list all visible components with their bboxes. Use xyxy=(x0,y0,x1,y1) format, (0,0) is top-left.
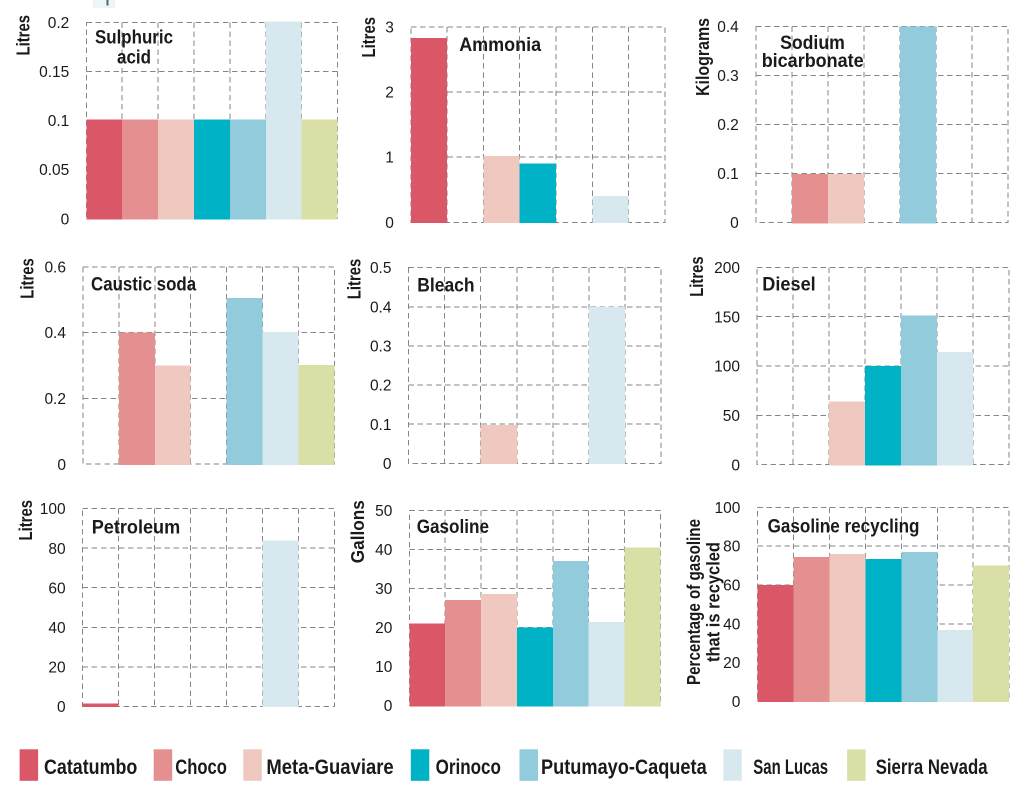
svg-text:20: 20 xyxy=(375,620,393,637)
svg-text:Ammonia: Ammonia xyxy=(459,35,541,56)
svg-text:0.2: 0.2 xyxy=(48,15,70,32)
svg-text:0.3: 0.3 xyxy=(370,339,392,356)
svg-text:Litres: Litres xyxy=(359,17,379,58)
svg-text:Litres: Litres xyxy=(16,500,36,541)
svg-text:0.4: 0.4 xyxy=(44,325,66,342)
svg-text:50: 50 xyxy=(375,503,393,520)
svg-text:2: 2 xyxy=(385,85,394,102)
svg-text:0: 0 xyxy=(732,694,741,711)
svg-text:0.2: 0.2 xyxy=(717,117,739,134)
svg-text:that is recycled: that is recycled xyxy=(704,542,724,662)
svg-text:80: 80 xyxy=(723,539,741,556)
svg-text:0.2: 0.2 xyxy=(370,378,392,395)
svg-text:0: 0 xyxy=(385,215,394,232)
svg-text:Gasoline recycling: Gasoline recycling xyxy=(768,516,920,537)
svg-text:Litres: Litres xyxy=(17,258,37,299)
svg-text:0: 0 xyxy=(384,698,393,715)
svg-text:150: 150 xyxy=(714,309,740,326)
svg-text:Bleach: Bleach xyxy=(417,275,474,296)
svg-text:0: 0 xyxy=(61,211,70,228)
svg-text:0.6: 0.6 xyxy=(44,259,66,276)
svg-text:Sodium: Sodium xyxy=(780,33,845,54)
svg-text:0: 0 xyxy=(57,457,66,474)
svg-text:30: 30 xyxy=(375,581,393,598)
svg-text:Meta-Guaviare: Meta-Guaviare xyxy=(266,756,393,779)
svg-text:Litres: Litres xyxy=(14,15,34,56)
svg-text:Litres: Litres xyxy=(345,259,365,300)
svg-text:0.4: 0.4 xyxy=(370,299,392,316)
svg-text:Choco: Choco xyxy=(175,756,227,779)
svg-text:1: 1 xyxy=(385,150,394,167)
svg-text:0.3: 0.3 xyxy=(717,68,739,85)
svg-text:100: 100 xyxy=(714,359,740,376)
svg-text:Petroleum: Petroleum xyxy=(92,518,181,539)
svg-text:Putumayo-Caqueta: Putumayo-Caqueta xyxy=(541,756,707,779)
svg-text:Sulphuric: Sulphuric xyxy=(95,28,173,49)
svg-text:0.5: 0.5 xyxy=(370,260,392,277)
svg-text:0: 0 xyxy=(383,456,392,473)
svg-text:20: 20 xyxy=(723,655,741,672)
svg-text:Gasoline: Gasoline xyxy=(417,517,489,538)
svg-text:3: 3 xyxy=(385,19,394,36)
svg-text:Diesel: Diesel xyxy=(762,275,815,296)
svg-text:60: 60 xyxy=(723,578,741,595)
svg-text:acid: acid xyxy=(117,48,151,69)
svg-text:Litres: Litres xyxy=(687,256,707,297)
svg-text:Sierra Nevada: Sierra Nevada xyxy=(876,756,988,779)
svg-text:0.1: 0.1 xyxy=(370,417,392,434)
svg-text:0: 0 xyxy=(731,457,740,474)
svg-text:0.05: 0.05 xyxy=(39,162,69,179)
svg-text:0: 0 xyxy=(730,215,739,232)
svg-text:40: 40 xyxy=(48,620,66,637)
svg-text:Caustic soda: Caustic soda xyxy=(91,275,196,296)
svg-text:Gallons: Gallons xyxy=(348,500,368,563)
svg-text:Percentage of gasoline: Percentage of gasoline xyxy=(684,519,704,685)
svg-text:100: 100 xyxy=(715,500,741,517)
svg-text:0.4: 0.4 xyxy=(717,19,739,36)
svg-text:200: 200 xyxy=(714,260,740,277)
svg-text:0.15: 0.15 xyxy=(39,64,69,81)
svg-text:80: 80 xyxy=(48,541,66,558)
svg-text:40: 40 xyxy=(723,616,741,633)
svg-text:Kilograms: Kilograms xyxy=(693,18,713,96)
svg-text:Orinoco: Orinoco xyxy=(436,756,501,779)
svg-text:50: 50 xyxy=(723,408,741,425)
svg-text:Catatumbo: Catatumbo xyxy=(44,756,137,779)
svg-text:100: 100 xyxy=(40,501,66,518)
svg-text:0.2: 0.2 xyxy=(44,391,66,408)
svg-text:20: 20 xyxy=(48,659,66,676)
svg-text:0.1: 0.1 xyxy=(717,166,739,183)
svg-text:10: 10 xyxy=(375,659,393,676)
svg-text:bicarbonate: bicarbonate xyxy=(762,51,864,72)
svg-text:0.1: 0.1 xyxy=(48,113,70,130)
svg-text:0: 0 xyxy=(57,699,66,716)
svg-text:60: 60 xyxy=(48,580,66,597)
svg-text:40: 40 xyxy=(375,542,393,559)
svg-text:San Lucas: San Lucas xyxy=(753,756,828,779)
